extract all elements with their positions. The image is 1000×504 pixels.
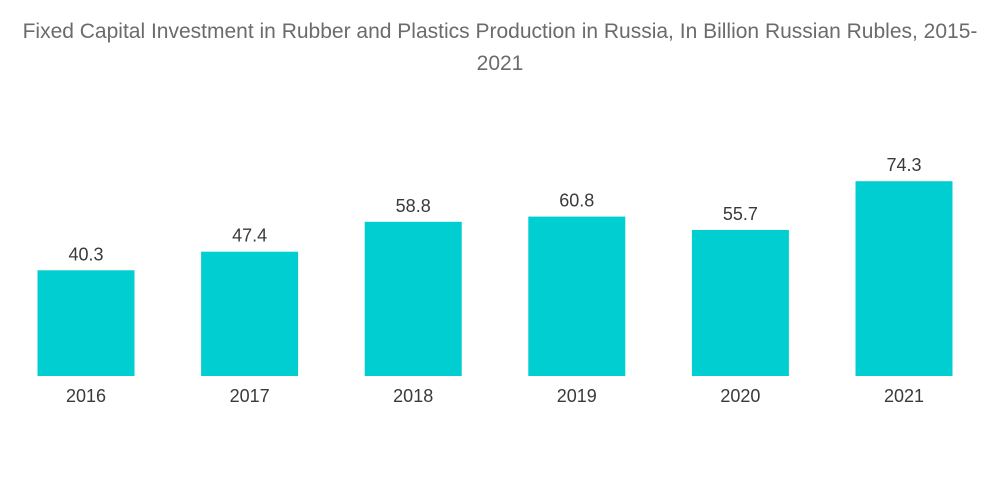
bar-2019 [528,216,626,376]
x-tick-label-2021: 2021 [884,386,924,406]
value-label-2021: 74.3 [886,155,921,175]
x-tick-label-2016: 2016 [66,386,106,406]
bar-2020 [691,230,789,376]
x-tick-label-2018: 2018 [393,386,433,406]
x-axis-tick-labels: 2016 2017 2018 2019 2020 2021 [66,386,924,406]
bar-2016 [37,270,135,376]
value-label-2017: 47.4 [232,226,267,246]
value-label-2018: 58.8 [396,196,431,216]
bar-2017 [201,251,299,376]
x-tick-label-2017: 2017 [230,386,270,406]
bar-2018 [364,221,462,376]
value-label-2016: 40.3 [68,244,103,264]
bars-layer [37,181,953,376]
chart-title: Fixed Capital Investment in Rubber and P… [22,20,978,75]
x-tick-label-2020: 2020 [720,386,760,406]
value-label-2020: 55.7 [723,204,758,224]
bar-2021 [855,181,953,376]
x-tick-label-2019: 2019 [557,386,597,406]
value-labels-layer: 40.3 47.4 58.8 60.8 55.7 74.3 [68,155,921,264]
value-label-2019: 60.8 [559,191,594,211]
